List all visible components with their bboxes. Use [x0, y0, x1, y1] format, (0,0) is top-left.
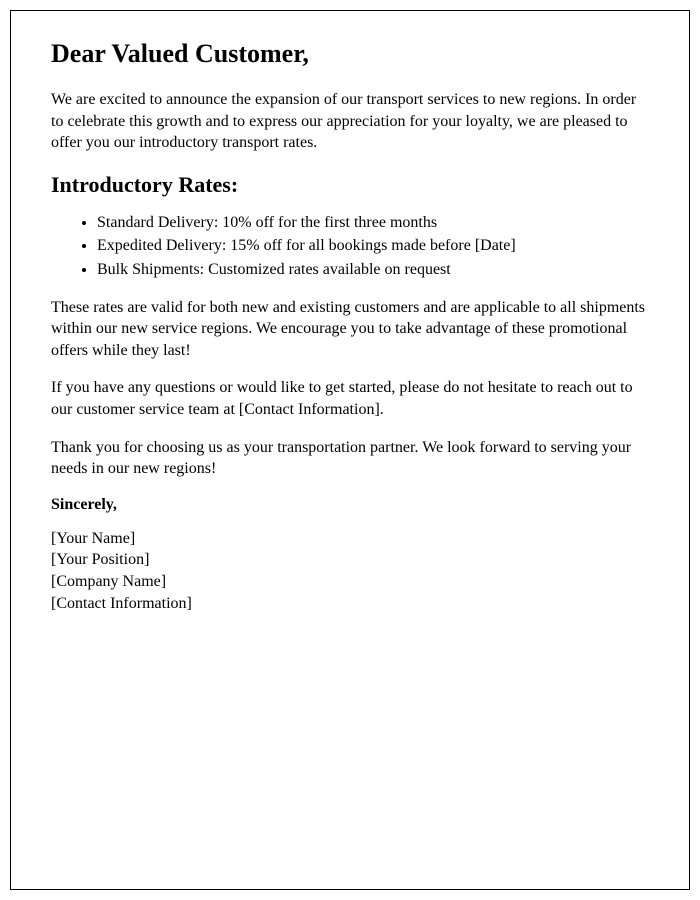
salutation-heading: Dear Valued Customer, — [51, 39, 649, 69]
thanks-paragraph: Thank you for choosing us as your transp… — [51, 437, 649, 480]
signature-block: [Your Name] [Your Position] [Company Nam… — [51, 528, 649, 614]
list-item: Bulk Shipments: Customized rates availab… — [97, 259, 649, 281]
validity-paragraph: These rates are valid for both new and e… — [51, 297, 649, 362]
signature-company: [Company Name] — [51, 571, 649, 593]
signature-name: [Your Name] — [51, 528, 649, 550]
list-item: Standard Delivery: 10% off for the first… — [97, 212, 649, 234]
contact-paragraph: If you have any questions or would like … — [51, 377, 649, 420]
list-item: Expedited Delivery: 15% off for all book… — [97, 235, 649, 257]
rates-heading: Introductory Rates: — [51, 172, 649, 198]
letter-page: Dear Valued Customer, We are excited to … — [10, 10, 690, 890]
intro-paragraph: We are excited to announce the expansion… — [51, 89, 649, 154]
signoff: Sincerely, — [51, 496, 649, 514]
signature-position: [Your Position] — [51, 549, 649, 571]
signature-contact: [Contact Information] — [51, 593, 649, 615]
rates-list: Standard Delivery: 10% off for the first… — [97, 212, 649, 281]
